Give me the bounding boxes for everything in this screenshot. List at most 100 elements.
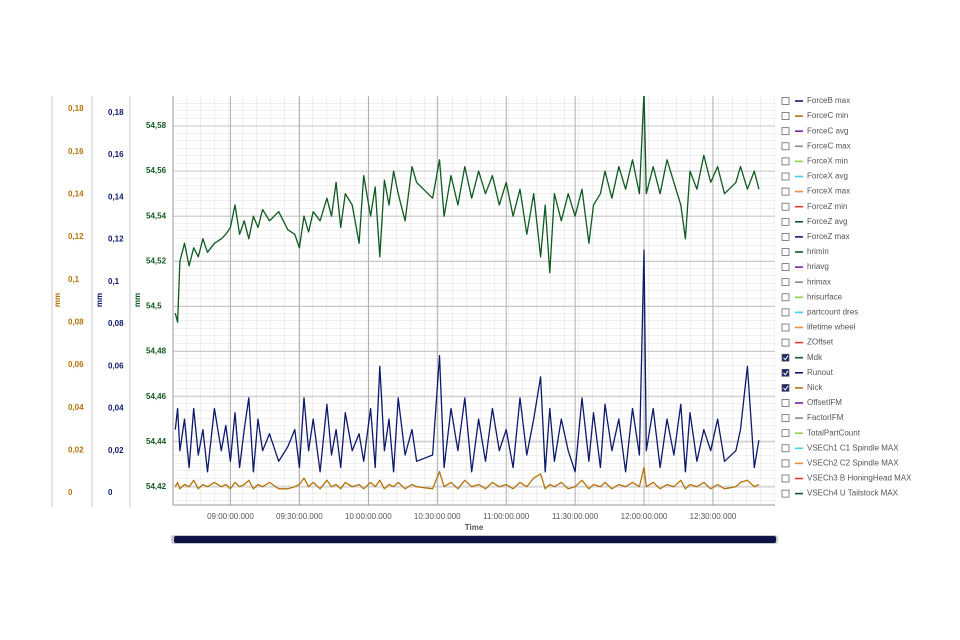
y-tick-label: 54,46	[146, 392, 167, 401]
legend-checkbox[interactable]	[781, 142, 790, 151]
x-tick-label: 12:00:00.000	[621, 512, 668, 521]
legend-item[interactable]: ForceC max	[781, 141, 851, 151]
legend-checkbox[interactable]	[781, 217, 790, 226]
legend-checkbox[interactable]	[781, 489, 790, 498]
legend-checkbox[interactable]	[781, 308, 790, 317]
x-tick-label: 12:30:00.000	[690, 512, 737, 521]
legend-item[interactable]: OffsetIFM	[781, 398, 842, 407]
legend-item[interactable]: ForceB max	[781, 96, 850, 105]
legend-item[interactable]: ForceX max	[781, 187, 850, 196]
scrollbar-thumb[interactable]	[174, 536, 776, 543]
y-tick-label: 0,18	[108, 108, 124, 117]
legend-item[interactable]: hriavg	[781, 262, 829, 271]
legend-checkbox[interactable]	[781, 157, 790, 166]
legend-checkbox[interactable]	[781, 112, 790, 120]
legend-checkbox[interactable]	[781, 323, 790, 332]
y-tick-label: 54,48	[146, 347, 167, 356]
legend-item[interactable]: ZOffset	[781, 338, 834, 347]
legend-item[interactable]: ForceZ min	[781, 202, 847, 211]
legend-checkbox[interactable]	[781, 278, 790, 287]
x-tick-label: 10:00:00.000	[345, 512, 392, 521]
y-tick-label: 0,02	[68, 445, 84, 454]
y-tick-label: 54,54	[146, 211, 167, 220]
legend-item[interactable]: ForceX min	[781, 157, 848, 166]
legend-item[interactable]: partcount dres	[781, 308, 858, 317]
legend-item[interactable]: VSECh3 B HoningHead MAX	[781, 474, 912, 483]
legend-label: partcount dres	[807, 308, 858, 317]
legend-checkbox[interactable]	[781, 384, 790, 392]
legend-label: lifetime wheel	[807, 323, 856, 332]
legend-label: ForceC max	[807, 141, 851, 150]
x-tick-label: 11:30:00.000	[552, 512, 599, 521]
legend-item[interactable]: hrimin	[781, 247, 829, 256]
legend-label: OffsetIFM	[807, 398, 842, 407]
legend-label: TotalPartCount	[807, 428, 861, 437]
legend-item[interactable]: FactorIFM	[781, 413, 844, 422]
y-tick-label: 0,16	[68, 147, 84, 156]
legend-label: hrimin	[807, 247, 829, 256]
legend-checkbox[interactable]	[781, 233, 790, 241]
legend-label: VSECh1 C1 Spindle MAX	[807, 443, 899, 452]
y-tick-label: 0,04	[68, 403, 84, 412]
legend-checkbox[interactable]	[781, 97, 790, 105]
y-tick-label: 54,42	[146, 482, 167, 491]
y-axis-label: mm	[133, 293, 142, 307]
legend-item[interactable]: ForceC min	[781, 111, 848, 120]
y-tick-label: 0,12	[68, 232, 84, 241]
legend-checkbox[interactable]	[781, 414, 790, 422]
legend-label: ForceX avg	[807, 172, 848, 181]
y-tick-label: 0,08	[108, 319, 124, 328]
y-tick-label: 54,44	[146, 437, 167, 446]
y-tick-label: 0,1	[108, 277, 120, 286]
x-tick-label: 10:30:00.000	[414, 512, 461, 521]
y-tick-label: 0,18	[68, 104, 84, 113]
legend-label: ForceX max	[807, 187, 850, 196]
legend-item[interactable]: Mdk	[781, 353, 823, 362]
legend-checkbox[interactable]	[781, 399, 790, 407]
legend-checkbox[interactable]	[781, 293, 790, 302]
legend-checkbox[interactable]	[781, 127, 790, 136]
series-line	[174, 96, 760, 323]
legend-item[interactable]: Runout	[781, 368, 834, 377]
legend-item[interactable]: hrimax	[781, 277, 831, 287]
legend-label: Nick	[807, 383, 824, 392]
y-tick-label: 54,5	[146, 302, 162, 311]
legend-item[interactable]: Nick	[781, 383, 824, 392]
legend-checkbox[interactable]	[781, 338, 790, 347]
legend-checkbox[interactable]	[781, 202, 790, 211]
legend-checkbox[interactable]	[781, 187, 790, 196]
y-tick-label: 0,06	[108, 361, 124, 370]
legend-item[interactable]: ForceX avg	[781, 172, 848, 181]
legend-checkbox[interactable]	[781, 368, 790, 377]
legend-label: ForceZ avg	[807, 217, 847, 226]
y-tick-label: 0,16	[108, 150, 124, 159]
check-mark	[783, 370, 789, 376]
legend-item[interactable]: lifetime wheel	[781, 323, 856, 332]
legend-label: Runout	[807, 368, 834, 377]
legend-label: hrisurface	[807, 292, 843, 301]
legend-item[interactable]: ForceZ max	[781, 232, 850, 241]
legend-label: Mdk	[807, 353, 823, 362]
legend-item[interactable]: VSECh2 C2 Spindle MAX	[781, 459, 899, 468]
legend-checkbox[interactable]	[781, 444, 790, 453]
legend-item[interactable]: hrisurface	[781, 292, 843, 302]
y-tick-label: 54,52	[146, 256, 167, 265]
legend-checkbox[interactable]	[781, 248, 790, 256]
legend-item[interactable]: ForceC avg	[781, 126, 848, 136]
series-line	[174, 466, 760, 490]
legend-item[interactable]: VSECh4 U Tailstock MAX	[781, 489, 899, 498]
legend-checkbox[interactable]	[781, 172, 790, 181]
legend-label: ForceX min	[807, 157, 848, 166]
legend-item[interactable]: ForceZ avg	[781, 217, 847, 226]
y-tick-label: 54,56	[146, 166, 167, 175]
legend-checkbox[interactable]	[781, 474, 790, 483]
y-axis-label: mm	[95, 293, 104, 307]
legend-checkbox[interactable]	[781, 429, 790, 438]
legend-label: ForceZ max	[807, 232, 850, 241]
legend-item[interactable]: TotalPartCount	[781, 428, 861, 438]
legend-checkbox[interactable]	[781, 459, 790, 468]
legend-checkbox[interactable]	[781, 353, 790, 362]
legend-item[interactable]: VSECh1 C1 Spindle MAX	[781, 443, 899, 453]
legend-checkbox[interactable]	[781, 263, 790, 271]
